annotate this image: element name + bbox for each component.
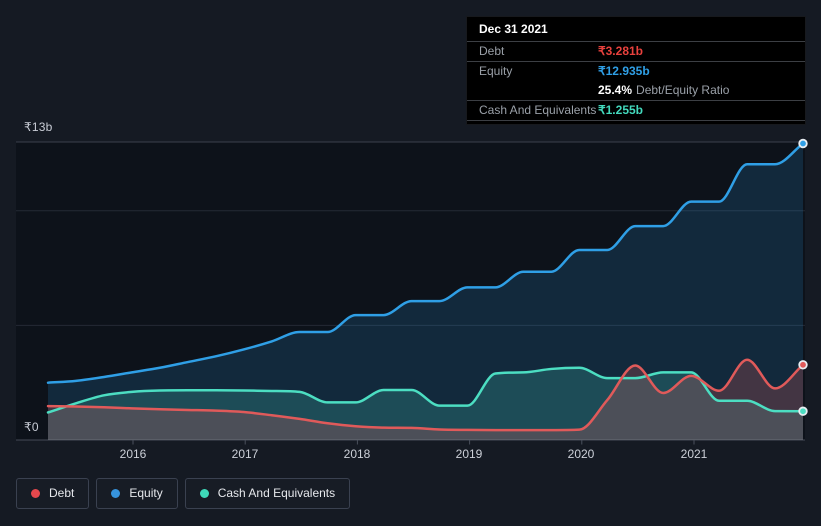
tooltip-ratio: 25.4% Debt/Equity Ratio [598, 83, 729, 98]
tooltip-date: Dec 31 2021 [467, 17, 805, 42]
x-axis-label-2016: 2016 [119, 447, 147, 461]
x-axis-label-2020: 2020 [567, 447, 595, 461]
legend-item-equity[interactable]: Equity [96, 478, 178, 509]
x-axis-label-2018: 2018 [343, 447, 371, 461]
legend-item-debt[interactable]: Debt [16, 478, 90, 509]
legend-item-cash[interactable]: Cash And Equivalents [184, 478, 351, 509]
tooltip-equity-label: Equity [479, 64, 513, 78]
tooltip-ratio-value: 25.4% [598, 83, 633, 97]
tooltip-cash-label: Cash And Equivalents [479, 103, 597, 117]
chart-tooltip: Dec 31 2021 Debt ₹3.281b Equity ₹12.935b… [466, 16, 806, 125]
tooltip-equity-value: ₹12.935b [598, 64, 650, 78]
equity-series-dot-icon [111, 489, 121, 498]
x-axis-label-2017: 2017 [231, 447, 259, 461]
x-axis-label-2021: 2021 [680, 447, 708, 461]
tooltip-debt-value: ₹3.281b [598, 44, 643, 58]
tooltip-row-debt: Debt ₹3.281b [467, 42, 805, 62]
cash-series-dot-icon [199, 489, 209, 498]
y-axis-top-label: ₹13b [24, 120, 53, 134]
legend-debt-label: Debt [49, 486, 75, 500]
tooltip-debt-label: Debt [479, 44, 505, 58]
tooltip-cash-value: ₹1.255b [598, 103, 643, 117]
legend-equity-label: Equity [129, 486, 163, 500]
debt-series-dot-icon [31, 489, 40, 498]
legend-cash-label: Cash And Equivalents [217, 486, 336, 500]
tooltip-ratio-label: Debt/Equity Ratio [636, 83, 730, 97]
tooltip-row-cash: Cash And Equivalents ₹1.255b [467, 101, 805, 121]
x-axis-label-2019: 2019 [455, 447, 483, 461]
y-axis-zero-label: ₹0 [24, 420, 39, 434]
tooltip-row-ratio: 25.4% Debt/Equity Ratio [467, 81, 805, 101]
chart-legend: Debt Equity Cash And Equivalents [16, 478, 351, 509]
tooltip-row-equity: Equity ₹12.935b [467, 62, 805, 81]
